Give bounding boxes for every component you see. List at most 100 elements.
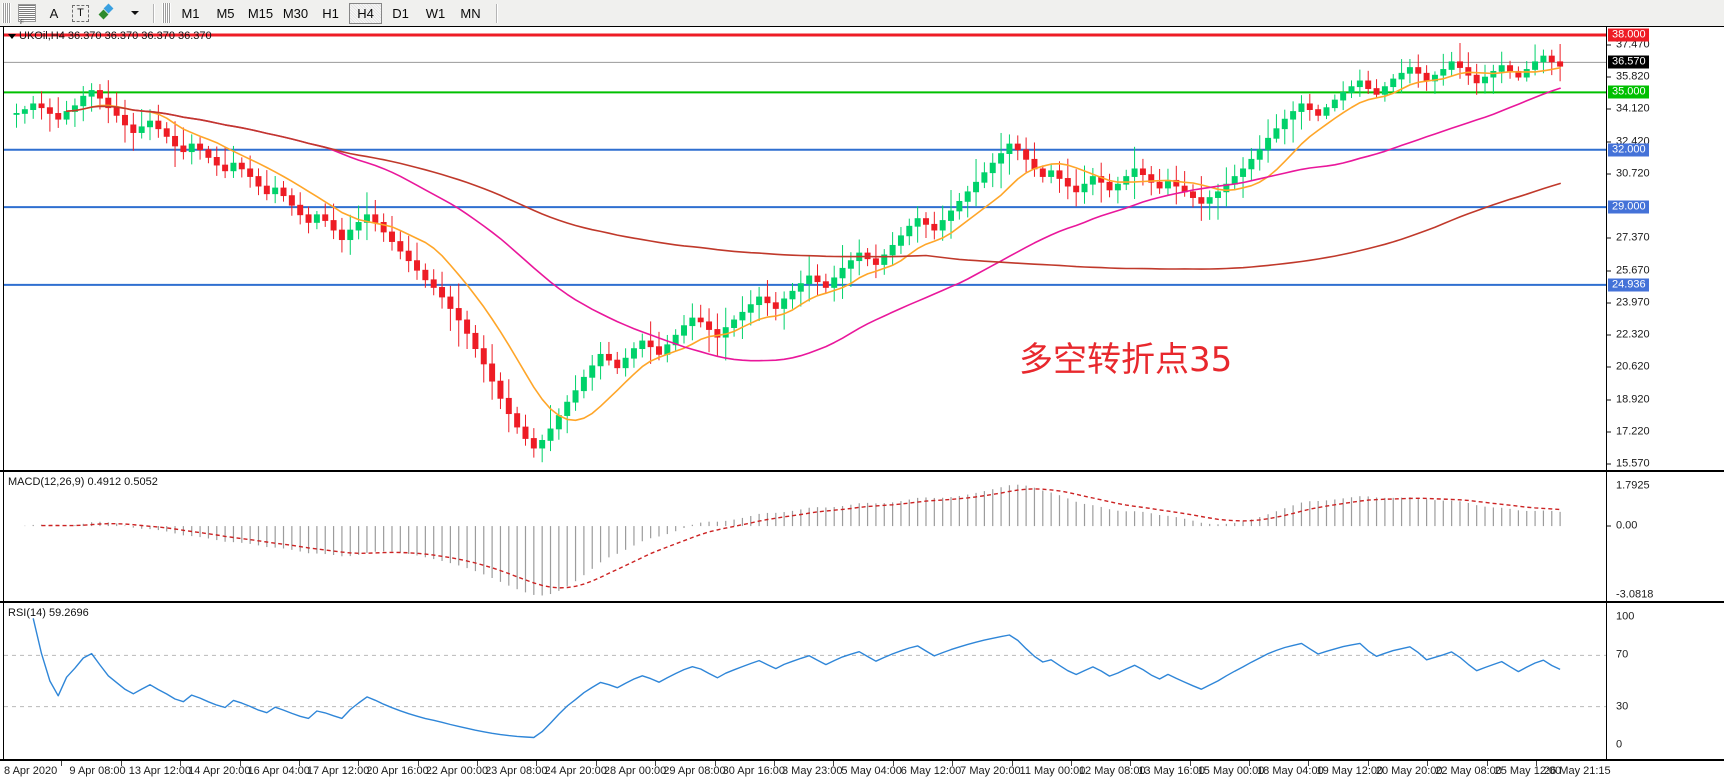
macd-pane-left-rail: [0, 472, 4, 601]
price-badge-4: 29.000: [1608, 200, 1649, 214]
timeframe-m30[interactable]: M30: [282, 5, 309, 21]
collapse-triangle-icon[interactable]: [8, 33, 16, 39]
timeframe-drag-handle[interactable]: [162, 3, 171, 23]
time-axis-separator: [477, 761, 479, 766]
time-axis-label: 12 May 08:00: [1078, 765, 1146, 777]
time-axis-label: 3 May 23:00: [782, 765, 843, 777]
time-axis-separator: [120, 761, 122, 766]
time-axis-separator: [655, 761, 657, 766]
time-axis-label: 7 May 20:00: [960, 765, 1021, 777]
time-axis-label: 8 Apr 2020: [4, 765, 58, 777]
time-axis-label: 29 Apr 08:00: [663, 765, 726, 777]
axis-tick: 37.470: [1607, 39, 1650, 51]
axis-tick: 1.7925: [1616, 479, 1650, 492]
price-pane-left-rail: [0, 27, 4, 470]
time-axis-separator: [1130, 761, 1132, 766]
ma-mid-line: [132, 87, 1561, 362]
price-axis[interactable]: 37.470 35.820 34.120 32.420 30.720 27.370 25.6…: [1606, 27, 1724, 470]
time-axis-label: 26 May 21:15: [1544, 765, 1611, 777]
time-axis-label: 19 May 12:00: [1316, 765, 1384, 777]
time-axis-label: 6 May 12:00: [900, 765, 962, 777]
macd-axis[interactable]: 1.7925 0.00 -3.0818: [1606, 472, 1724, 601]
toolbar-drag-handle[interactable]: [2, 3, 11, 23]
price-badge-1: 36.570: [1608, 55, 1649, 69]
macd-signal-line: [41, 488, 1561, 589]
axis-tick: 34.120: [1607, 103, 1650, 115]
time-axis-label: 5 May 04:00: [841, 765, 902, 777]
time-axis-separator: [833, 761, 835, 766]
axis-tick: 18.920: [1607, 394, 1650, 405]
time-axis-label: 14 Apr 20:00: [188, 765, 251, 777]
time-axis-separator: [298, 761, 300, 766]
crosshair-f-icon[interactable]: [14, 2, 40, 26]
timeframe-m5[interactable]: M5: [216, 5, 235, 21]
chart-area: UKOil,H4 36.370 36.370 36.370 36.370 多空转…: [0, 26, 1724, 782]
macd-svg: [24, 484, 1561, 596]
axis-tick: 23.970: [1607, 297, 1650, 309]
axis-tick: 27.370: [1607, 232, 1650, 244]
time-axis-label: 22 Apr 00:00: [425, 765, 489, 777]
timeframe-mn[interactable]: MN: [460, 5, 481, 21]
ma-fast-line: [65, 66, 1561, 422]
ma-slow-line: [65, 105, 1561, 270]
axis-tick: 100: [1616, 610, 1635, 623]
rsi-svg: [4, 618, 1606, 739]
axis-tick: 15.570: [1607, 458, 1650, 469]
chart-toolbar: A M1 M5 M15 M30 H1 H4 D1 W1 MN: [0, 0, 1724, 27]
toolbar-separator-end: [496, 3, 498, 23]
shapes-icon[interactable]: [95, 2, 121, 24]
timeframe-m1[interactable]: M1: [181, 5, 200, 21]
rsi-plot[interactable]: [4, 603, 1606, 759]
time-axis-separator: [952, 761, 954, 766]
text-box-icon[interactable]: [68, 2, 93, 24]
timeframe-h4[interactable]: H4: [349, 2, 382, 24]
text-label-icon[interactable]: A: [42, 2, 66, 24]
time-axis-separator: [239, 761, 241, 766]
time-axis-separator: [1011, 761, 1013, 766]
rsi-pane[interactable]: RSI(14) 59.2696 100 70 30 0: [0, 602, 1724, 760]
time-axis-label: 24 Apr 20:00: [544, 765, 607, 777]
timeframe-d1[interactable]: D1: [392, 5, 409, 21]
dropdown-caret-icon[interactable]: [123, 2, 147, 24]
macd-plot[interactable]: [4, 472, 1606, 601]
time-axis-separator: [1249, 761, 1251, 766]
time-axis-label: 16 Apr 04:00: [247, 765, 310, 777]
axis-tick: 70: [1616, 648, 1629, 661]
candles-group: [13, 43, 1564, 463]
price-badge-5: 24.936: [1608, 278, 1649, 292]
time-axis-separator: [892, 761, 894, 766]
time-axis-label: 30 Apr 16:00: [722, 765, 785, 777]
price-pane[interactable]: UKOil,H4 36.370 36.370 36.370 36.370 多空转…: [0, 27, 1724, 471]
chart-annotation-text: 多空转折点35: [1019, 340, 1233, 380]
rsi-line: [32, 618, 1561, 739]
time-axis-separator: [1308, 761, 1310, 766]
price-chart-title: UKOil,H4 36.370 36.370 36.370 36.370: [8, 30, 212, 42]
time-axis-separator: [1189, 761, 1191, 766]
rsi-axis[interactable]: 100 70 30 0: [1606, 603, 1724, 759]
price-plot[interactable]: 多空转折点35: [4, 27, 1606, 470]
timeframe-w1[interactable]: W1: [425, 5, 446, 21]
time-axis-separator: [1486, 761, 1488, 766]
time-axis-label: 23 Apr 08:00: [485, 765, 548, 777]
macd-pane[interactable]: MACD(12,26,9) 0.4912 0.5052 1.7925 0.00 -3…: [0, 471, 1724, 602]
time-axis-label: 28 Apr 00:00: [603, 765, 667, 777]
price-candlestick-svg: [4, 33, 1606, 463]
time-axis-separator: [1536, 761, 1537, 766]
price-badge-0: 38.000: [1608, 28, 1649, 42]
axis-tick: 25.670: [1607, 265, 1650, 276]
time-axis-separator: [1070, 761, 1072, 766]
time-axis-label: 20 May 20:00: [1375, 765, 1443, 777]
time-axis-separator: [358, 761, 360, 766]
time-axis-label: 17 Apr 12:00: [306, 765, 370, 777]
time-axis[interactable]: 8 Apr 2020 9 Apr 08:00 13 Apr 12:00 14 Apr …: [0, 760, 1724, 782]
time-axis-label: 9 Apr 08:00: [69, 765, 126, 777]
time-axis-separator: [417, 761, 419, 766]
axis-tick: -3.0818: [1616, 588, 1654, 601]
time-axis-separator: [714, 761, 716, 766]
axis-tick: 35.820: [1607, 71, 1650, 82]
timeframe-m15[interactable]: M15: [247, 5, 274, 21]
time-axis-label: 13 May 16:00: [1138, 765, 1205, 777]
time-axis-label: 20 Apr 16:00: [366, 765, 429, 777]
rsi-title: RSI(14) 59.2696: [8, 607, 89, 619]
timeframe-h1[interactable]: H1: [322, 5, 339, 21]
